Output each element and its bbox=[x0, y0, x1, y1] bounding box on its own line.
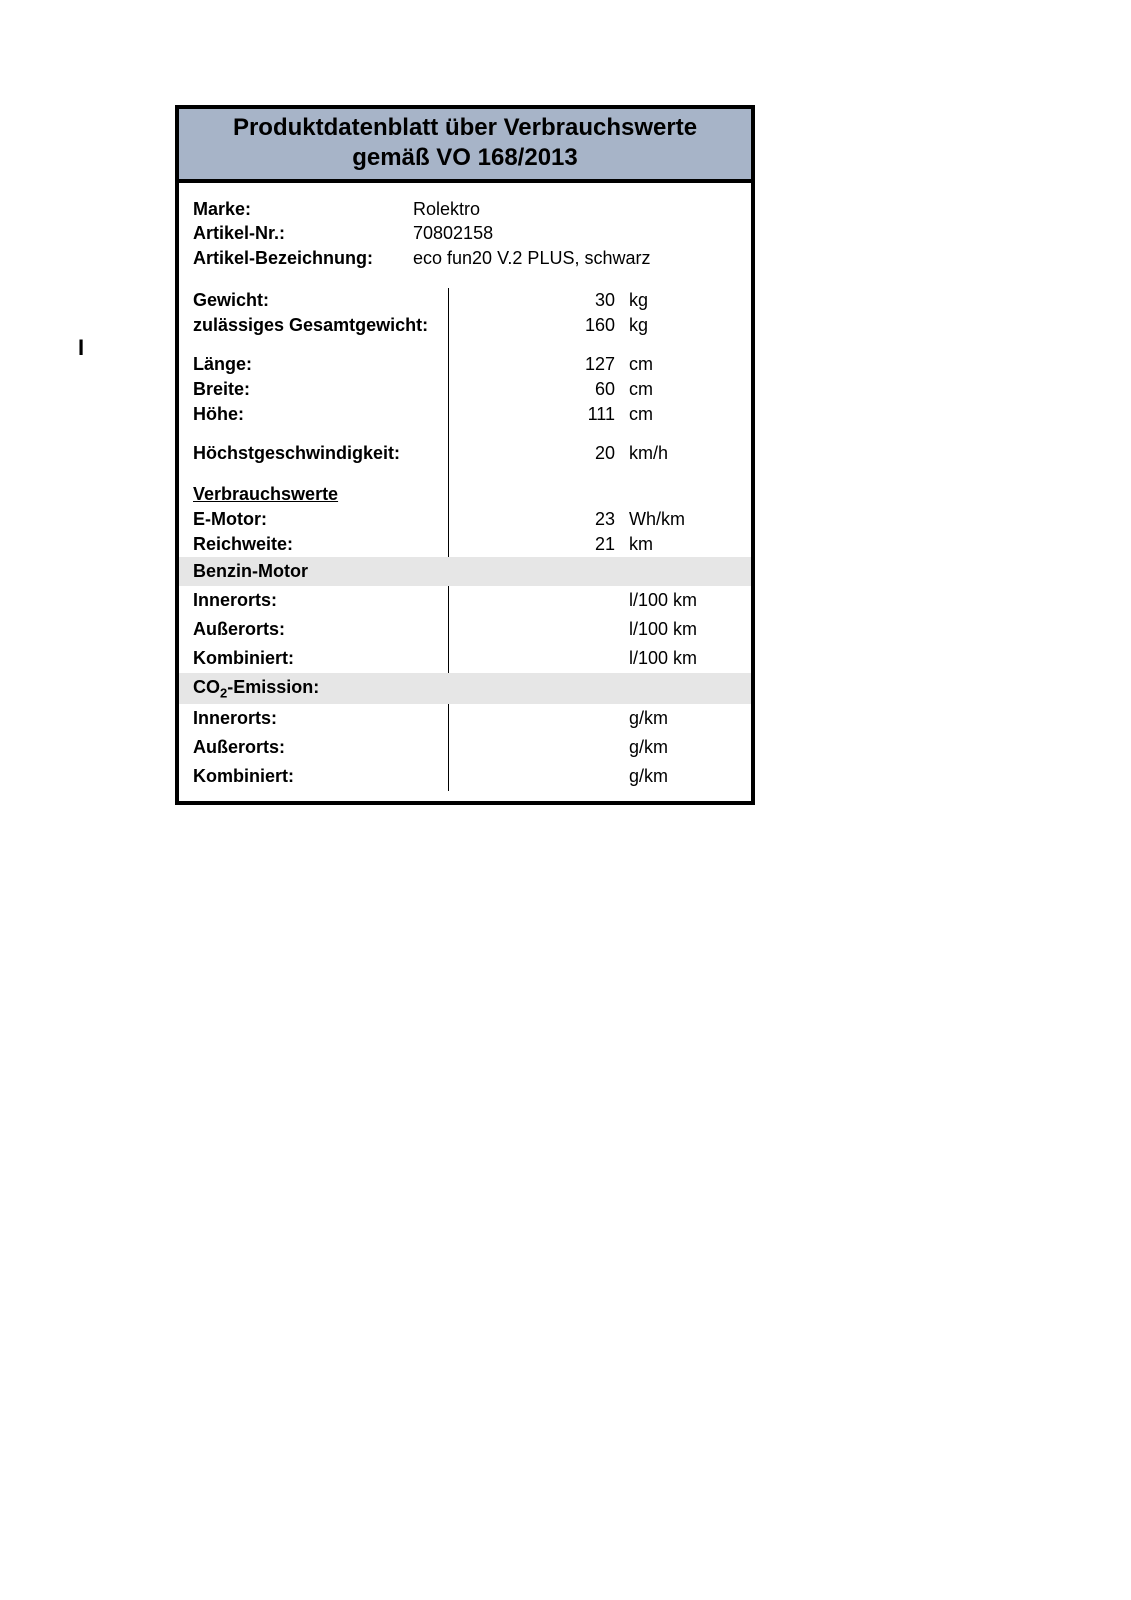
article-name-value: eco fun20 V.2 PLUS, schwarz bbox=[413, 246, 737, 270]
co2-urban-unit: g/km bbox=[623, 704, 737, 733]
width-value: 60 bbox=[448, 377, 623, 402]
petrol-row-urban: Innerorts: l/100 km bbox=[193, 586, 737, 615]
co2-row-urban: Innerorts: g/km bbox=[193, 704, 737, 733]
datasheet-body: Marke: Rolektro Artikel-Nr.: 70802158 Ar… bbox=[179, 183, 751, 801]
datasheet-container: Produktdatenblatt über Verbrauchswerte g… bbox=[175, 105, 755, 805]
row-length: Länge: 127 cm bbox=[193, 352, 737, 377]
petrol-extra-unit: l/100 km bbox=[623, 615, 737, 644]
range-value: 21 bbox=[448, 532, 623, 557]
length-label: Länge: bbox=[193, 352, 448, 377]
gross-weight-label: zulässiges Gesamtgewicht: bbox=[193, 313, 448, 338]
co2-heading-band: CO2-Emission: bbox=[179, 673, 751, 705]
petrol-combined-label: Kombiniert: bbox=[193, 644, 448, 673]
petrol-row-extra: Außerorts: l/100 km bbox=[193, 615, 737, 644]
topspeed-value: 20 bbox=[448, 441, 623, 466]
petrol-extra-label: Außerorts: bbox=[193, 615, 448, 644]
header-line-1: Produktdatenblatt über Verbrauchswerte bbox=[233, 114, 697, 141]
width-unit: cm bbox=[623, 377, 737, 402]
ident-row-brand: Marke: Rolektro bbox=[193, 197, 737, 221]
petrol-combined-value bbox=[448, 644, 623, 673]
co2-combined-label: Kombiniert: bbox=[193, 762, 448, 791]
spec-table: Gewicht: 30 kg zulässiges Gesamtgewicht:… bbox=[193, 288, 737, 557]
topspeed-label: Höchstgeschwindigkeit: bbox=[193, 441, 448, 466]
petrol-urban-label: Innerorts: bbox=[193, 586, 448, 615]
co2-extra-value bbox=[448, 733, 623, 762]
height-value: 111 bbox=[448, 402, 623, 427]
brand-value: Rolektro bbox=[413, 197, 737, 221]
co2-urban-value bbox=[448, 704, 623, 733]
row-gross-weight: zulässiges Gesamtgewicht: 160 kg bbox=[193, 313, 737, 338]
length-unit: cm bbox=[623, 352, 737, 377]
height-unit: cm bbox=[623, 402, 737, 427]
header-line-2: gemäß VO 168/2013 bbox=[352, 144, 577, 171]
article-no-label: Artikel-Nr.: bbox=[193, 221, 413, 245]
article-no-value: 70802158 bbox=[413, 221, 737, 245]
consumption-heading: Verbrauchswerte bbox=[193, 474, 448, 507]
row-consumption-heading: Verbrauchswerte bbox=[193, 474, 737, 507]
petrol-heading-band: Benzin-Motor bbox=[179, 557, 751, 586]
weight-unit: kg bbox=[623, 288, 737, 313]
co2-row-combined: Kombiniert: g/km bbox=[193, 762, 737, 791]
article-name-label: Artikel-Bezeichnung: bbox=[193, 246, 413, 270]
co2-extra-label: Außerorts: bbox=[193, 733, 448, 762]
row-range: Reichweite: 21 km bbox=[193, 532, 737, 557]
ident-row-article-name: Artikel-Bezeichnung: eco fun20 V.2 PLUS,… bbox=[193, 246, 737, 270]
stray-mark: I bbox=[78, 335, 84, 361]
co2-table: Innerorts: g/km Außerorts: g/km Kombinie… bbox=[193, 704, 737, 791]
width-label: Breite: bbox=[193, 377, 448, 402]
row-emotor: E-Motor: 23 Wh/km bbox=[193, 507, 737, 532]
weight-label: Gewicht: bbox=[193, 288, 448, 313]
co2-row-extra: Außerorts: g/km bbox=[193, 733, 737, 762]
emotor-unit: Wh/km bbox=[623, 507, 737, 532]
petrol-table: Innerorts: l/100 km Außerorts: l/100 km … bbox=[193, 586, 737, 673]
emotor-value: 23 bbox=[448, 507, 623, 532]
co2-combined-unit: g/km bbox=[623, 762, 737, 791]
length-value: 127 bbox=[448, 352, 623, 377]
row-width: Breite: 60 cm bbox=[193, 377, 737, 402]
brand-label: Marke: bbox=[193, 197, 413, 221]
row-topspeed: Höchstgeschwindigkeit: 20 km/h bbox=[193, 441, 737, 466]
height-label: Höhe: bbox=[193, 402, 448, 427]
range-unit: km bbox=[623, 532, 737, 557]
petrol-combined-unit: l/100 km bbox=[623, 644, 737, 673]
petrol-urban-value bbox=[448, 586, 623, 615]
petrol-urban-unit: l/100 km bbox=[623, 586, 737, 615]
datasheet-header: Produktdatenblatt über Verbrauchswerte g… bbox=[179, 109, 751, 183]
range-label: Reichweite: bbox=[193, 532, 448, 557]
row-height: Höhe: 111 cm bbox=[193, 402, 737, 427]
topspeed-unit: km/h bbox=[623, 441, 737, 466]
co2-urban-label: Innerorts: bbox=[193, 704, 448, 733]
petrol-heading: Benzin-Motor bbox=[193, 561, 308, 581]
row-weight: Gewicht: 30 kg bbox=[193, 288, 737, 313]
petrol-row-combined: Kombiniert: l/100 km bbox=[193, 644, 737, 673]
weight-value: 30 bbox=[448, 288, 623, 313]
co2-extra-unit: g/km bbox=[623, 733, 737, 762]
gross-weight-unit: kg bbox=[623, 313, 737, 338]
ident-row-article-no: Artikel-Nr.: 70802158 bbox=[193, 221, 737, 245]
co2-heading-prefix: CO bbox=[193, 677, 220, 697]
gross-weight-value: 160 bbox=[448, 313, 623, 338]
co2-combined-value bbox=[448, 762, 623, 791]
co2-heading-suffix: -Emission: bbox=[227, 677, 319, 697]
petrol-extra-value bbox=[448, 615, 623, 644]
emotor-label: E-Motor: bbox=[193, 507, 448, 532]
